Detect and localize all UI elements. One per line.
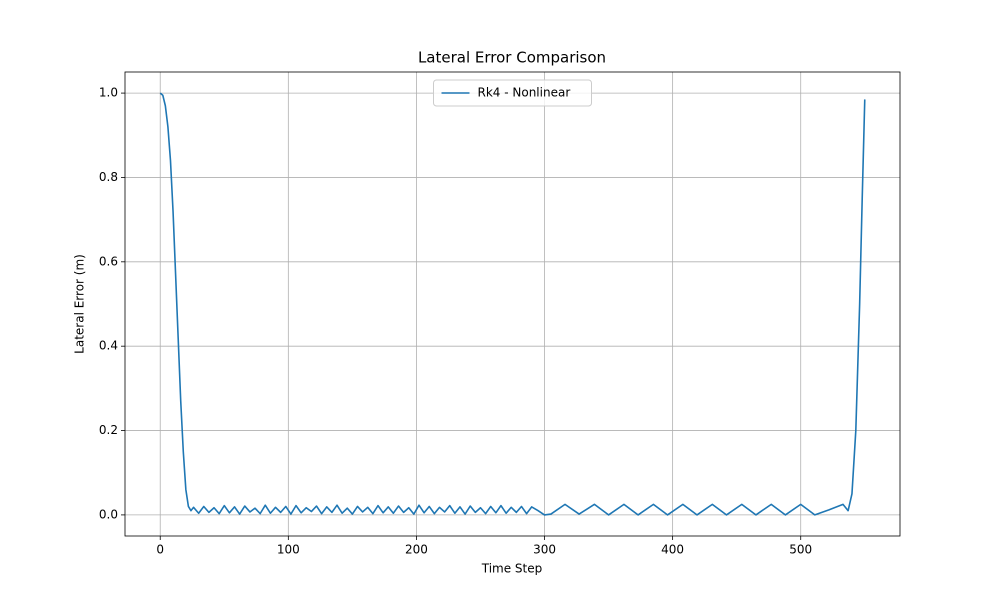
y-tick-label: 0.0 [99, 507, 118, 521]
legend-label: Rk4 - Nonlinear [478, 86, 571, 100]
legend: Rk4 - Nonlinear [433, 79, 592, 107]
series-line [159, 92, 866, 516]
x-tick-label: 100 [277, 543, 300, 557]
x-axis-label: Time Step [481, 562, 543, 576]
x-tick-label: 400 [661, 543, 684, 557]
x-tick-label: 0 [156, 543, 164, 557]
y-tick-label: 1.0 [99, 86, 118, 100]
plot-frame [124, 71, 901, 537]
x-tick-label: 500 [789, 543, 812, 557]
x-tick-label: 300 [533, 543, 556, 557]
y-tick-label: 0.6 [99, 254, 118, 268]
y-tick-label: 0.8 [99, 170, 118, 184]
legend-box [433, 79, 592, 107]
y-axis-label: Lateral Error (m) [73, 254, 87, 354]
x-tick-label: 200 [405, 543, 428, 557]
y-tick-label: 0.2 [99, 423, 118, 437]
chart-title: Lateral Error Comparison [418, 49, 606, 67]
y-tick-label: 0.4 [99, 339, 118, 353]
